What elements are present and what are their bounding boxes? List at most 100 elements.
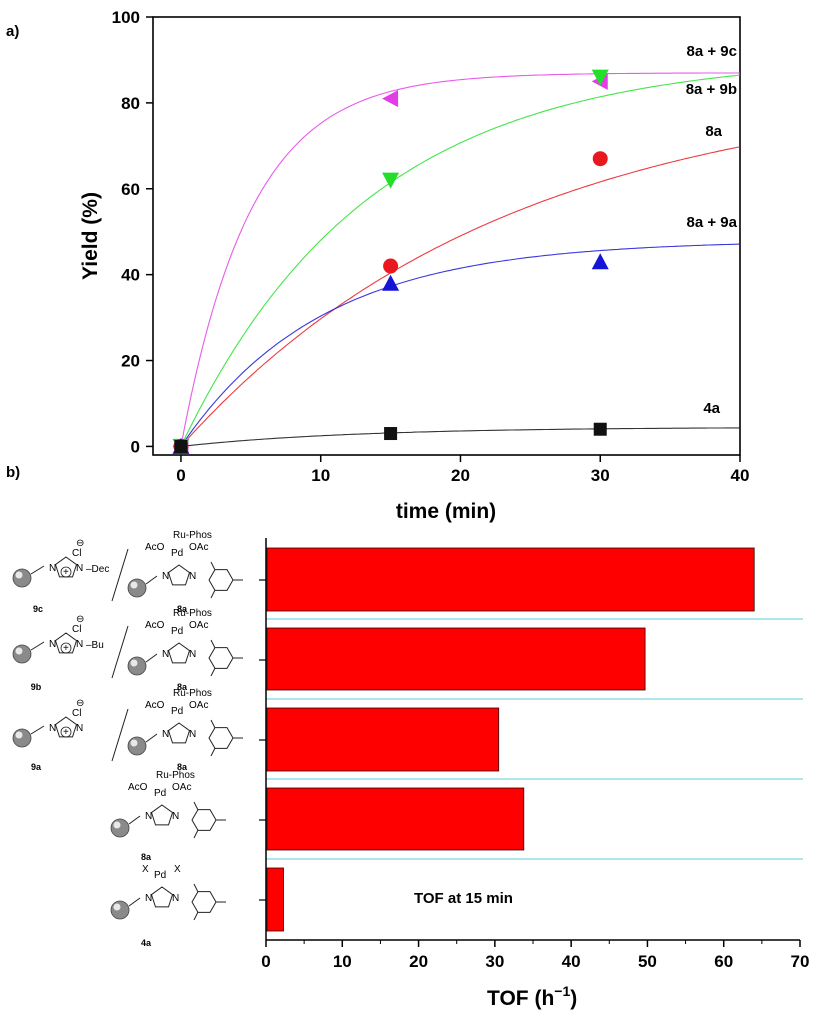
- mixture-separator: [111, 625, 129, 679]
- tof-bar-4a: [266, 867, 284, 932]
- point-8a-9b-t30: [591, 69, 609, 86]
- palladium-atom: Pd: [154, 788, 166, 799]
- support-bead-icon: [12, 568, 32, 588]
- panel-label-a: a): [6, 23, 19, 40]
- nitrogen-atom: N: [162, 571, 169, 582]
- imidazole-ring: [167, 564, 191, 586]
- nitrogen-atom: N: [76, 639, 83, 650]
- methyl-bond: [210, 589, 216, 599]
- plus-sign: +: [63, 727, 69, 738]
- fit-curve-8a-9c: [180, 72, 741, 447]
- tof-chart: 0 10 20 30 40 50 60 70 TOF at 15 min TOF (h−1): [259, 538, 809, 1010]
- acetate-right: OAc: [189, 620, 208, 631]
- palladium-atom: Pd: [171, 626, 183, 637]
- alkyl-chain: –Dec: [86, 564, 109, 575]
- yield-x-axis-label: time (min): [396, 500, 496, 523]
- methyl-bond: [210, 639, 216, 649]
- nitrogen-atom: N: [172, 811, 179, 822]
- tof-x-tick-label: 40: [562, 952, 581, 971]
- bead-highlight: [130, 581, 138, 589]
- cation-charge-icon: [60, 726, 72, 738]
- minus-sign-icon: ⊖: [76, 614, 84, 625]
- tof-x-label-sup: −1: [554, 983, 570, 999]
- bead-highlight: [113, 821, 121, 829]
- tof-bar-8a: [266, 787, 525, 851]
- mesityl-ring: [191, 891, 217, 913]
- yield-fit-curves: [180, 72, 741, 447]
- tof-annotation: TOF at 15 min: [414, 890, 513, 907]
- yield-series-labels: 8a + 9c 8a + 9b 8a 8a + 9a 4a: [686, 43, 738, 417]
- tof-x-tick-label: 10: [333, 952, 352, 971]
- fit-curve-8a-9b: [180, 74, 741, 447]
- mesityl-ring: [191, 809, 217, 831]
- yield-y-tick-label: 100: [112, 8, 140, 27]
- yield-data-points: [172, 69, 609, 455]
- yield-x-tick-label: 20: [451, 466, 470, 485]
- linker-bond: [128, 815, 141, 825]
- nitrogen-atom: N: [172, 893, 179, 904]
- imidazole-ring: [167, 642, 191, 664]
- bead-highlight: [130, 739, 138, 747]
- compound-label: 9a: [31, 762, 42, 772]
- minus-sign-icon: ⊖: [76, 698, 84, 709]
- methyl-bond: [210, 747, 216, 757]
- point-8a-9a-t30: [591, 253, 609, 270]
- compound-label: 8a: [141, 852, 152, 862]
- nitrogen-atom: N: [189, 571, 196, 582]
- tof-x-tick-label: 70: [791, 952, 810, 971]
- support-bead-icon: [110, 818, 130, 838]
- support-bead-icon: [12, 644, 32, 664]
- tof-bar-8a-9c: [266, 547, 755, 612]
- mesityl-ring: [208, 569, 234, 591]
- ru-phos-ligand: Ru-Phos: [156, 770, 195, 781]
- yield-x-tick-label: 10: [311, 466, 330, 485]
- plus-sign: +: [63, 643, 69, 654]
- bead-highlight: [113, 903, 121, 911]
- chloride-anion: Cl: [72, 708, 81, 719]
- yield-y-tick-label: 0: [131, 437, 140, 456]
- chloride-anion: Cl: [72, 624, 81, 635]
- series-label-4a: 4a: [703, 400, 720, 417]
- alkyl-chain: –Bu: [86, 640, 104, 651]
- tof-x-label-main: TOF (h: [487, 987, 554, 1010]
- mesityl-ring: [208, 727, 234, 749]
- point-8a-t15: [383, 258, 399, 274]
- minus-sign-icon: ⊖: [76, 538, 84, 549]
- compound-label: 8a: [177, 762, 188, 772]
- tof-x-tick-label: 60: [714, 952, 733, 971]
- ru-phos-ligand: Ru-Phos: [173, 608, 212, 619]
- fit-curve-8a: [180, 146, 741, 447]
- yield-axis-ticks: 0 10 20 30 40 0 20 40 60 80 100: [112, 8, 750, 485]
- point-4a-t0: [174, 439, 188, 453]
- support-bead-icon: [110, 900, 130, 920]
- nitrogen-atom: N: [76, 723, 83, 734]
- methyl-bond: [210, 561, 216, 571]
- linker-bond: [145, 575, 158, 585]
- tof-x-axis-label: TOF (h−1): [487, 983, 577, 1010]
- acetate-left: AcO: [145, 620, 165, 631]
- ru-phos-ligand: Ru-Phos: [173, 688, 212, 699]
- tof-bars: [266, 547, 755, 932]
- fit-curve-8a-9a: [180, 243, 741, 447]
- linker-bond: [30, 565, 45, 575]
- mixture-separator: [111, 548, 129, 602]
- series-label-8a-9b: 8a + 9b: [686, 81, 737, 98]
- nitrogen-atom: N: [145, 893, 152, 904]
- tof-x-tick-label: 50: [638, 952, 657, 971]
- acetate-left: AcO: [145, 542, 165, 553]
- x-ligand-left: X: [142, 864, 149, 875]
- tof-x-label-tail: ): [570, 987, 577, 1010]
- methyl-bond: [193, 829, 199, 839]
- support-bead-icon: [12, 728, 32, 748]
- nitrogen-atom: N: [49, 639, 56, 650]
- yield-plot-frame: [152, 16, 741, 456]
- yield-x-tick-label: 0: [176, 466, 185, 485]
- yield-y-tick-label: 20: [121, 352, 140, 371]
- series-label-8a-9a: 8a + 9a: [687, 214, 738, 231]
- support-bead-icon: [127, 656, 147, 676]
- palladium-atom: Pd: [171, 706, 183, 717]
- mesityl-ring: [208, 647, 234, 669]
